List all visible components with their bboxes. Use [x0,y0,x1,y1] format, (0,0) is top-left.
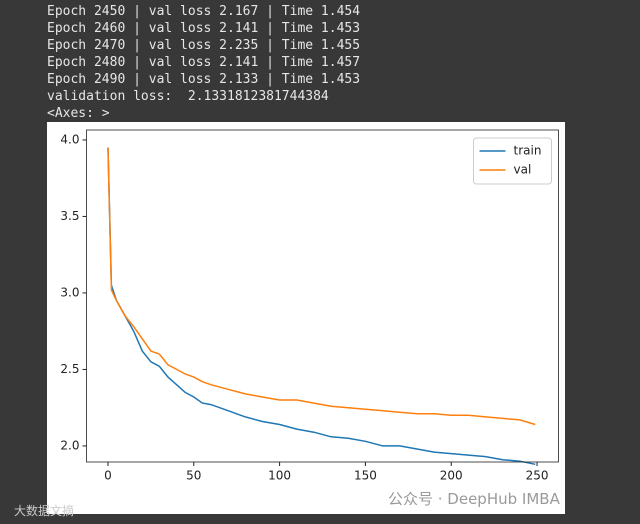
x-tick-label: 200 [440,469,463,483]
output-line: validation loss: 2.1331812381744384 [47,89,329,104]
x-tick-label: 150 [354,469,377,483]
x-tick-label: 0 [104,469,112,483]
legend-label: val [514,163,532,177]
legend-box [473,137,552,185]
watermark: 大数据文摘 [14,504,75,518]
y-tick-label: 3.0 [60,285,79,299]
watermark: 公众号 · DeepHub IMBA [388,490,560,508]
x-tick-label: 100 [268,469,291,483]
output-line: Epoch 2490 | val loss 2.133 | Time 1.453 [47,72,361,87]
output-line: Epoch 2480 | val loss 2.141 | Time 1.457 [47,55,361,70]
chart: 2.0 2.5 3.0 3.5 4.0 0 50 100 150 200 250 train val [47,122,565,514]
line [107,147,536,466]
x-tick-label: 50 [186,469,201,483]
figure-background [47,122,565,514]
y-tick-label: 4.0 [60,132,79,146]
cell-output: Epoch 2450 | val loss 2.167 | Time 1.454… [47,3,360,122]
output-line: Epoch 2460 | val loss 2.141 | Time 1.453 [47,21,361,36]
output-line: Epoch 2450 | val loss 2.167 | Time 1.454 [47,4,361,19]
output-line: Epoch 2470 | val loss 2.235 | Time 1.455 [47,38,361,53]
y-tick-label: 3.5 [60,209,79,223]
output-line: <Axes: > [47,106,110,121]
line [107,147,536,426]
legend-label: train [514,144,542,158]
y-tick-label: 2.0 [60,438,79,452]
axes-frame [86,129,559,463]
x-tick-label: 250 [526,469,549,483]
y-tick-label: 2.5 [60,362,79,376]
